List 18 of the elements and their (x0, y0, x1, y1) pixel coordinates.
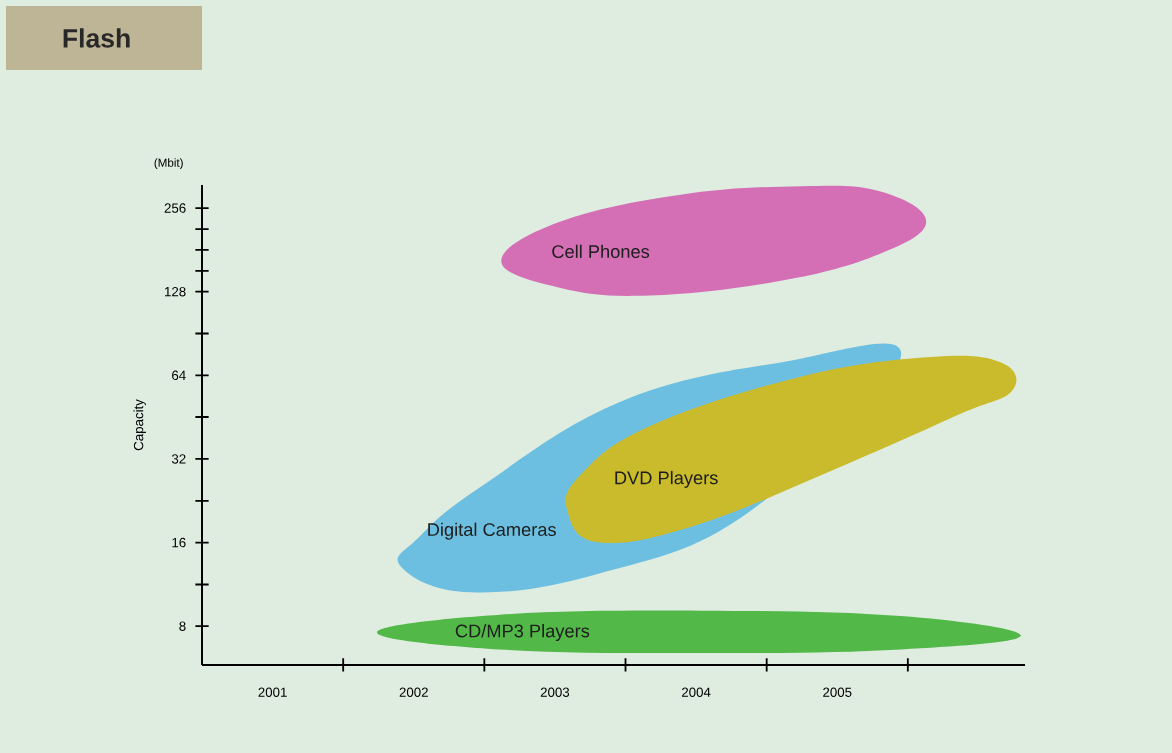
x-tick-label: 2003 (540, 687, 570, 697)
series-label: Cell Phones (552, 244, 650, 259)
y-axis-title: Capacity (133, 399, 146, 451)
x-tick-label: 2005 (823, 687, 852, 697)
y-tick-label: 64 (172, 370, 186, 381)
y-tick-label: 32 (171, 454, 186, 464)
series-label: Digital Cameras (428, 522, 556, 540)
x-tick-label: 2004 (682, 687, 711, 697)
series-label: CD/MP3 Players (455, 624, 590, 642)
x-tick-label: 2002 (399, 687, 428, 697)
y-tick-label: 16 (172, 537, 186, 548)
y-tick-label: 8 (179, 621, 186, 631)
series-label: DVD Players (615, 470, 718, 488)
chart-title: Flash (63, 28, 130, 48)
x-tick-label: 2001 (258, 687, 287, 697)
y-tick-label: 128 (165, 286, 186, 297)
y-tick-label: 256 (164, 203, 186, 213)
text: (Mbit) (154, 158, 183, 170)
